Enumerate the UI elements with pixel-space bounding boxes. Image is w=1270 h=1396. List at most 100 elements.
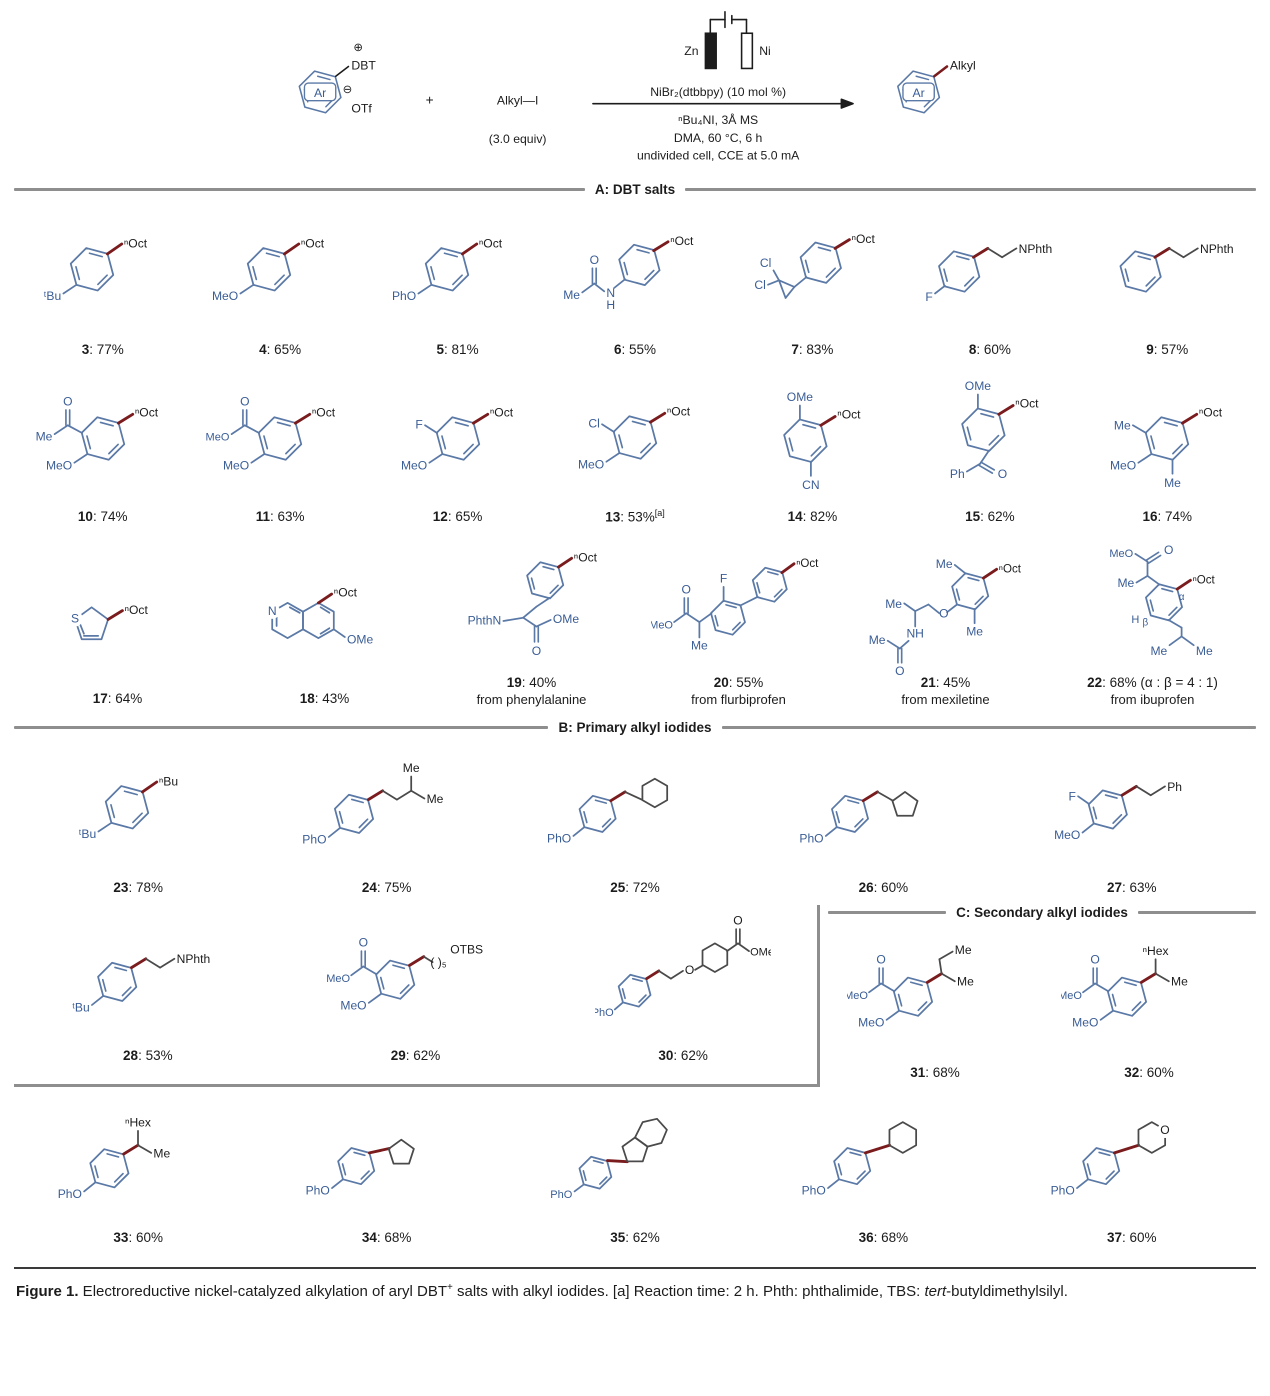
svg-text:( )₅: ( )₅	[431, 955, 447, 969]
svg-text:OMe: OMe	[347, 632, 373, 646]
compound-label: 29: 62%	[390, 1047, 441, 1063]
compound-label: 35: 62%	[610, 1230, 660, 1246]
svg-text:MeO: MeO	[1061, 989, 1082, 1001]
compound-27: Ph F MeO 27: 63%	[1008, 737, 1256, 903]
compound-30: O O OMe PhO 30: 62%	[549, 905, 817, 1071]
structure-24: Me Me PhO	[302, 761, 443, 847]
svg-text:Cl: Cl	[588, 416, 599, 430]
svg-text:DMA, 60 °C, 6 h: DMA, 60 °C, 6 h	[674, 131, 762, 145]
svg-text:ⁿHex: ⁿHex	[1143, 943, 1169, 957]
section-rule	[721, 725, 1256, 729]
compound-label: 18: 43%	[299, 690, 350, 706]
svg-text:ⁿOct: ⁿOct	[333, 585, 357, 599]
svg-text:F: F	[415, 418, 422, 432]
svg-text:ⁿOct: ⁿOct	[312, 406, 336, 420]
compound-6: ⁿOct N H O Me 6: 55%	[546, 199, 723, 365]
structure-25: PhO	[547, 777, 669, 845]
compound-25: PhO 25: 72%	[511, 737, 759, 903]
section-rule	[828, 910, 947, 914]
svg-text:OMe: OMe	[750, 946, 771, 958]
compound-label: 32: 60%	[1124, 1064, 1174, 1080]
structure-31: MeMeOMeOMeO	[847, 942, 974, 1029]
svg-text:ᵗBu: ᵗBu	[43, 289, 60, 303]
svg-text:ⁿOct: ⁿOct	[1015, 397, 1039, 411]
section-a-header: A: DBT salts	[14, 182, 1257, 197]
compound-label: 6: 55%	[613, 342, 657, 357]
compound-label: 17: 64%	[92, 690, 143, 706]
svg-text:F: F	[925, 290, 932, 304]
structure-19: ⁿOct PhthN O OMe	[467, 551, 597, 659]
svg-text:DBT: DBT	[351, 58, 376, 72]
svg-text:MeO: MeO	[401, 459, 427, 473]
svg-text:PhO: PhO	[392, 289, 416, 303]
row-bottom: Me ⁿHex PhO 33: 60% PhO 34: 68% PhO 35: 62% PhO 3…	[14, 1087, 1256, 1253]
svg-text:ⁿOct: ⁿOct	[1192, 575, 1215, 587]
structure-11: ⁿOct O MeO MeO	[206, 395, 336, 473]
compound-label: 16: 74%	[1142, 509, 1193, 525]
svg-text:Me: Me	[1171, 974, 1188, 988]
structure-15: OMe ⁿOct Ph O	[950, 379, 1039, 481]
section-b-header: B: Primary alkyl iodides	[14, 720, 1256, 735]
svg-text:PhO: PhO	[802, 1184, 826, 1198]
structure-8: NPhth F	[925, 242, 1052, 304]
svg-text:PhO: PhO	[550, 1189, 572, 1201]
svg-text:O: O	[876, 952, 885, 966]
svg-text:MeO: MeO	[847, 989, 868, 1001]
svg-text:ⁿOct: ⁿOct	[124, 603, 148, 617]
structure-6: ⁿOct NH O Me	[563, 234, 694, 312]
svg-text:Me: Me	[426, 792, 443, 806]
compound-label: 20: 55%	[713, 675, 764, 691]
svg-text:MeO: MeO	[206, 432, 230, 444]
compound-29: ( )₅ OTBS O MeO MeO 29: 62%	[282, 905, 550, 1071]
row-a2: ⁿOct O Me MeO 10: 74% ⁿOct O MeO MeO 11: 63% ⁿOct F…	[14, 365, 1256, 532]
compound-label: 22: 68% (α : β = 4 : 1)	[1087, 675, 1218, 691]
svg-text:ⁿOct: ⁿOct	[852, 232, 876, 246]
svg-text:ⁿOct: ⁿOct	[135, 406, 159, 420]
compound-label: 14: 82%	[787, 509, 838, 525]
svg-text:CN: CN	[803, 478, 820, 492]
compound-label: 25: 72%	[610, 879, 660, 895]
compound-36: PhO 36: 68%	[759, 1087, 1007, 1253]
svg-text:+: +	[426, 93, 434, 108]
svg-text:PhO: PhO	[1050, 1184, 1074, 1198]
svg-text:Me: Me	[868, 633, 885, 647]
section-b-label: B: Primary alkyl iodides	[558, 719, 712, 735]
svg-text:MeO: MeO	[327, 972, 351, 984]
structure-29: ( )₅ OTBS O MeO MeO	[327, 935, 483, 1012]
compound-label: 9: 57%	[1146, 342, 1189, 357]
svg-text:ⁿBu: ⁿBu	[159, 774, 178, 788]
svg-text:undivided cell, CCE at 5.0 mA: undivided cell, CCE at 5.0 mA	[637, 148, 800, 162]
structure-3: ⁿOct ᵗBu	[43, 236, 147, 303]
section-c: C: Secondary alkyl iodides MeMeOMeOMeO31…	[820, 905, 1256, 1088]
svg-text:O: O	[63, 395, 72, 409]
structure-16: ⁿOct Me MeO Me	[1110, 406, 1223, 490]
svg-text:Me: Me	[35, 430, 52, 444]
svg-text:PhO: PhO	[305, 1184, 329, 1198]
svg-text:(3.0 equiv): (3.0 equiv)	[489, 132, 547, 146]
compound-37: O PhO 37: 60%	[1008, 1087, 1256, 1253]
structure-21: ⁿOct Me Me O Me NH O Me	[868, 557, 1021, 675]
figure-caption: Figure 1. Electroreductive nickel-cataly…	[16, 1282, 1068, 1301]
svg-text:Me: Me	[885, 597, 902, 611]
svg-text:Me: Me	[402, 761, 419, 775]
svg-text:NPhth: NPhth	[1018, 242, 1052, 256]
structure-27: Ph F MeO	[1054, 780, 1182, 842]
compound-label: 4: 65%	[259, 342, 302, 357]
compound-13: ⁿOct Cl MeO 13: 53%[a]	[546, 365, 723, 532]
structure-32: Me ⁿHex O MeO MeO	[1061, 943, 1188, 1029]
compound-21: ⁿOct Me Me O Me NH O Me 21: 45% from mexiletine	[842, 532, 1049, 713]
row-a1: ⁿOct ᵗBu 3: 77% ⁿOct MeO 4: 65% ⁿOct PhO 5: 81% ⁿ…	[14, 199, 1256, 365]
svg-text:ᵗBu: ᵗBu	[79, 827, 96, 841]
svg-text:ⁿOct: ⁿOct	[489, 406, 513, 420]
structure-23: ⁿBu ᵗBu	[79, 774, 178, 841]
compound-label: 30: 62%	[658, 1047, 708, 1063]
compound-28: NPhth ᵗBu 28: 53%	[14, 905, 282, 1071]
svg-text:PhO: PhO	[595, 1007, 614, 1019]
svg-text:F: F	[719, 572, 726, 586]
svg-text:MeO: MeO	[651, 620, 673, 632]
row-b2-left: NPhth ᵗBu 28: 53%( )₅ OTBS O MeO MeO 29: 62% O O O…	[14, 904, 820, 1088]
